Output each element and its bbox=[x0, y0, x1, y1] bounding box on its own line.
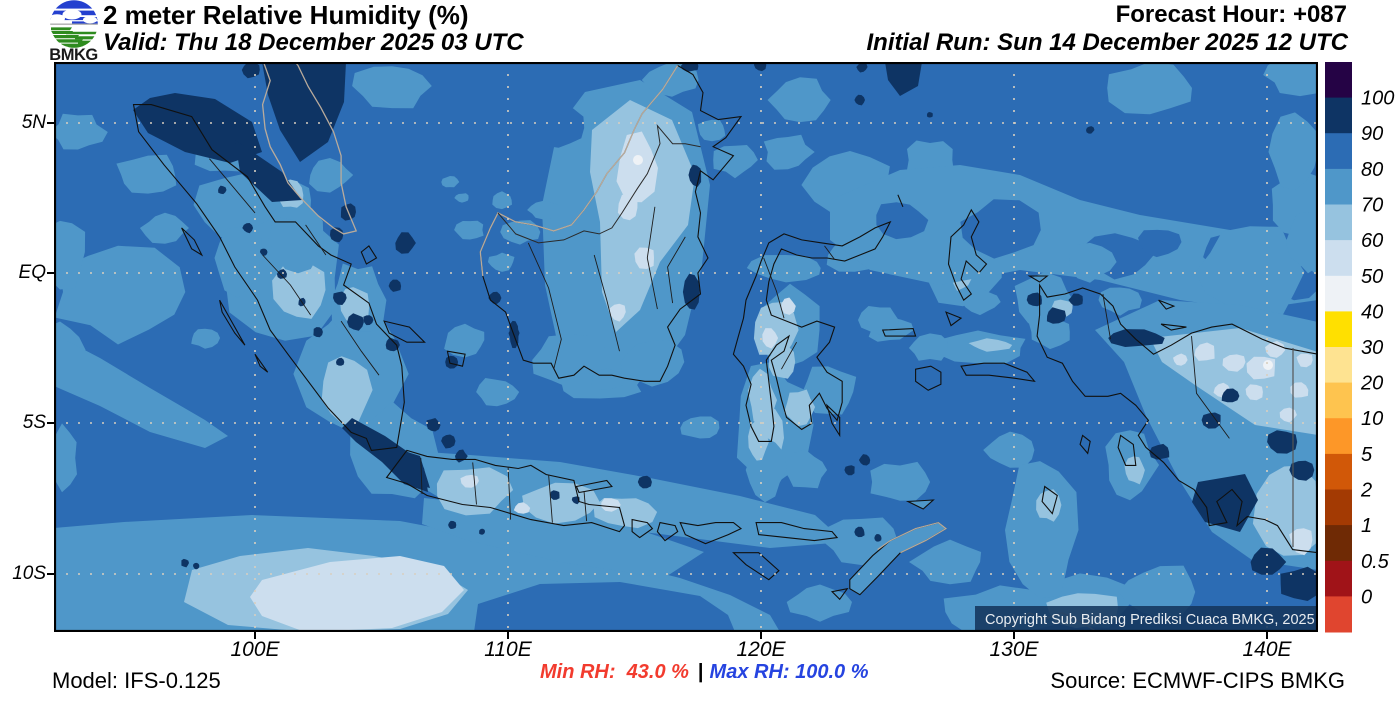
svg-text:90: 90 bbox=[1361, 123, 1383, 145]
svg-text:30: 30 bbox=[1361, 337, 1383, 359]
svg-text:10: 10 bbox=[1361, 408, 1383, 430]
svg-text:100: 100 bbox=[1361, 88, 1394, 110]
svg-text:BMKG: BMKG bbox=[49, 46, 97, 62]
svg-text:40: 40 bbox=[1361, 301, 1383, 323]
svg-text:0.5: 0.5 bbox=[1361, 551, 1390, 573]
svg-text:50: 50 bbox=[1361, 266, 1383, 288]
svg-text:60: 60 bbox=[1361, 230, 1383, 252]
svg-text:5: 5 bbox=[1361, 444, 1373, 466]
svg-text:70: 70 bbox=[1361, 195, 1383, 217]
svg-text:2: 2 bbox=[1360, 480, 1372, 502]
svg-text:80: 80 bbox=[1361, 159, 1383, 181]
svg-text:Copyright Sub Bidang Prediksi: Copyright Sub Bidang Prediksi Cuaca BMKG… bbox=[985, 612, 1315, 628]
svg-text:1: 1 bbox=[1361, 515, 1372, 537]
svg-text:0: 0 bbox=[1361, 586, 1372, 608]
svg-text:20: 20 bbox=[1360, 373, 1383, 395]
